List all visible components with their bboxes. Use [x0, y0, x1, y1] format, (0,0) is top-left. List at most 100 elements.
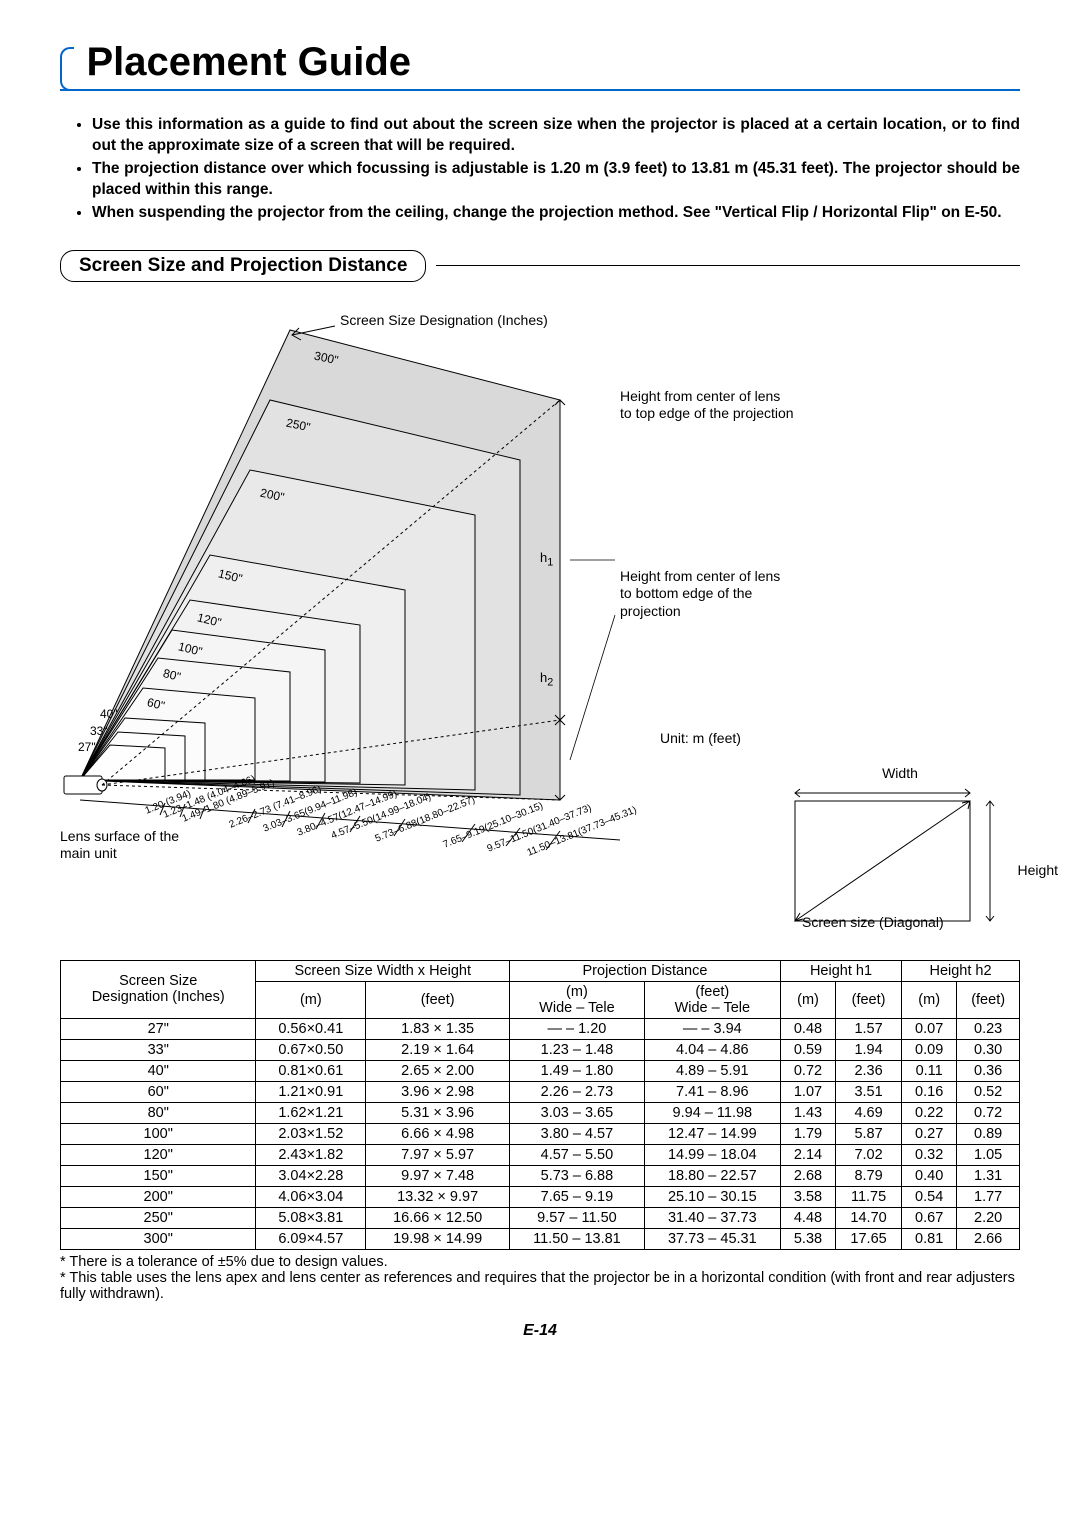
th-sub: (feet)	[957, 981, 1020, 1018]
table-cell: 0.81	[902, 1228, 957, 1249]
table-cell: 3.51	[836, 1081, 902, 1102]
section-header-row: Screen Size and Projection Distance	[60, 250, 1020, 282]
table-cell: 2.26 – 2.73	[510, 1081, 645, 1102]
table-cell: 3.80 – 4.57	[510, 1123, 645, 1144]
table-cell: 2.19 × 1.64	[366, 1039, 510, 1060]
table-cell: 2.43×1.82	[256, 1144, 366, 1165]
th-sub: (m)	[780, 981, 835, 1018]
table-cell: 2.14	[780, 1144, 835, 1165]
table-row: 250"5.08×3.8116.66 × 12.509.57 – 11.5031…	[61, 1207, 1020, 1228]
table-cell: 2.03×1.52	[256, 1123, 366, 1144]
table-cell: 1.79	[780, 1123, 835, 1144]
table-cell: 9.57 – 11.50	[510, 1207, 645, 1228]
table-cell: 0.81×0.61	[256, 1060, 366, 1081]
table-cell: 12.47 – 14.99	[644, 1123, 780, 1144]
table-cell: 0.27	[902, 1123, 957, 1144]
table-cell: 0.56×0.41	[256, 1018, 366, 1039]
footnotes: * There is a tolerance of ±5% due to des…	[60, 1254, 1020, 1302]
th-sub: (m)Wide – Tele	[510, 981, 645, 1018]
table-row: 200"4.06×3.0413.32 × 9.977.65 – 9.1925.1…	[61, 1186, 1020, 1207]
table-cell: 0.67×0.50	[256, 1039, 366, 1060]
table-row: 150"3.04×2.289.97 × 7.485.73 – 6.8818.80…	[61, 1165, 1020, 1186]
table-cell: 17.65	[836, 1228, 902, 1249]
bullet-item: The projection distance over which focus…	[92, 159, 1020, 201]
table-row: 60"1.21×0.913.96 × 2.982.26 – 2.737.41 –…	[61, 1081, 1020, 1102]
th-h2: Height h2	[902, 960, 1020, 981]
mini-screen-diagram: Width Screen size (Diagonal) Height	[790, 765, 1010, 940]
table-cell: 1.43	[780, 1102, 835, 1123]
table-cell: 0.23	[957, 1018, 1020, 1039]
table-row: 300"6.09×4.5719.98 × 14.9911.50 – 13.813…	[61, 1228, 1020, 1249]
projection-table: Screen SizeDesignation (Inches) Screen S…	[60, 960, 1020, 1250]
table-cell: 0.67	[902, 1207, 957, 1228]
table-cell: 5.38	[780, 1228, 835, 1249]
table-cell: 1.57	[836, 1018, 902, 1039]
table-row: 100"2.03×1.526.66 × 4.983.80 – 4.5712.47…	[61, 1123, 1020, 1144]
table-cell: 150"	[61, 1165, 256, 1186]
table-cell: 4.89 – 5.91	[644, 1060, 780, 1081]
table-cell: 16.66 × 12.50	[366, 1207, 510, 1228]
table-cell: 2.66	[957, 1228, 1020, 1249]
table-cell: 2.65 × 2.00	[366, 1060, 510, 1081]
table-cell: 0.48	[780, 1018, 835, 1039]
table-cell: 1.23 – 1.48	[510, 1039, 645, 1060]
title-ornament	[60, 47, 74, 91]
page-number: E-14	[60, 1322, 1020, 1340]
table-cell: 1.77	[957, 1186, 1020, 1207]
table-cell: 1.62×1.21	[256, 1102, 366, 1123]
size-label: 33"	[90, 724, 108, 739]
diagram-caption-top: Screen Size Designation (Inches)	[340, 312, 548, 330]
table-cell: 3.03 – 3.65	[510, 1102, 645, 1123]
height-label: Height	[1018, 862, 1058, 880]
table-cell: 40"	[61, 1060, 256, 1081]
table-cell: 4.48	[780, 1207, 835, 1228]
table-cell: 4.04 – 4.86	[644, 1039, 780, 1060]
table-cell: 0.11	[902, 1060, 957, 1081]
table-cell: 0.30	[957, 1039, 1020, 1060]
table-row: 33"0.67×0.502.19 × 1.641.23 – 1.484.04 –…	[61, 1039, 1020, 1060]
table-cell: 0.89	[957, 1123, 1020, 1144]
table-cell: 0.07	[902, 1018, 957, 1039]
table-cell: 31.40 – 37.73	[644, 1207, 780, 1228]
projection-diagram: Screen Size Designation (Inches) Height …	[60, 300, 1020, 940]
table-cell: 0.22	[902, 1102, 957, 1123]
lens-label: Lens surface of the main unit	[60, 828, 200, 863]
table-cell: — – 3.94	[644, 1018, 780, 1039]
table-cell: 1.31	[957, 1165, 1020, 1186]
section-header-rule	[436, 265, 1020, 266]
table-cell: 300"	[61, 1228, 256, 1249]
table-cell: 8.79	[836, 1165, 902, 1186]
table-cell: 5.08×3.81	[256, 1207, 366, 1228]
table-cell: 0.09	[902, 1039, 957, 1060]
table-cell: 120"	[61, 1144, 256, 1165]
table-cell: 4.69	[836, 1102, 902, 1123]
bullet-item: When suspending the projector from the c…	[92, 203, 1020, 224]
table-cell: 37.73 – 45.31	[644, 1228, 780, 1249]
table-cell: 3.04×2.28	[256, 1165, 366, 1186]
table-cell: 1.83 × 1.35	[366, 1018, 510, 1039]
table-cell: 7.65 – 9.19	[510, 1186, 645, 1207]
table-cell: 0.59	[780, 1039, 835, 1060]
section-header: Screen Size and Projection Distance	[60, 250, 426, 282]
table-cell: 27"	[61, 1018, 256, 1039]
table-row: 80"1.62×1.215.31 × 3.963.03 – 3.659.94 –…	[61, 1102, 1020, 1123]
unit-label: Unit: m (feet)	[660, 730, 741, 748]
table-cell: 0.40	[902, 1165, 957, 1186]
table-cell: 2.20	[957, 1207, 1020, 1228]
footnote: * There is a tolerance of ±5% due to des…	[60, 1254, 1020, 1270]
table-cell: 5.31 × 3.96	[366, 1102, 510, 1123]
table-cell: 0.72	[780, 1060, 835, 1081]
table-cell: 80"	[61, 1102, 256, 1123]
h2-symbol: h2	[540, 670, 553, 690]
table-cell: 0.32	[902, 1144, 957, 1165]
table-cell: 1.49 – 1.80	[510, 1060, 645, 1081]
table-cell: 200"	[61, 1186, 256, 1207]
table-cell: 0.36	[957, 1060, 1020, 1081]
th-h1: Height h1	[780, 960, 901, 981]
table-cell: 4.06×3.04	[256, 1186, 366, 1207]
table-cell: 1.05	[957, 1144, 1020, 1165]
diagonal-label: Screen size (Diagonal)	[802, 914, 944, 932]
table-cell: 9.97 × 7.48	[366, 1165, 510, 1186]
table-cell: 1.07	[780, 1081, 835, 1102]
table-cell: — – 1.20	[510, 1018, 645, 1039]
